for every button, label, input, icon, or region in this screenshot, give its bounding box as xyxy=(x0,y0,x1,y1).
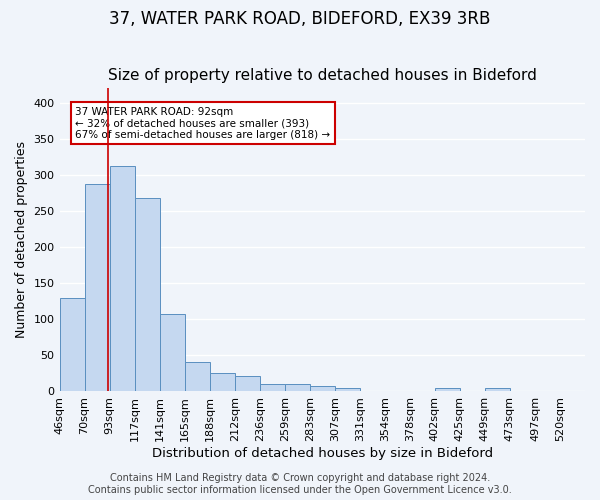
Bar xyxy=(310,386,335,392)
Bar xyxy=(160,314,185,392)
Text: 37, WATER PARK ROAD, BIDEFORD, EX39 3RB: 37, WATER PARK ROAD, BIDEFORD, EX39 3RB xyxy=(109,10,491,28)
Text: 37 WATER PARK ROAD: 92sqm
← 32% of detached houses are smaller (393)
67% of semi: 37 WATER PARK ROAD: 92sqm ← 32% of detac… xyxy=(76,106,331,140)
Text: Contains HM Land Registry data © Crown copyright and database right 2024.
Contai: Contains HM Land Registry data © Crown c… xyxy=(88,474,512,495)
Bar xyxy=(110,166,134,392)
Bar xyxy=(134,198,160,392)
Bar xyxy=(485,388,510,392)
Bar xyxy=(235,376,260,392)
Bar xyxy=(85,184,110,392)
Bar xyxy=(335,388,360,392)
Bar xyxy=(260,384,285,392)
Bar xyxy=(209,372,235,392)
X-axis label: Distribution of detached houses by size in Bideford: Distribution of detached houses by size … xyxy=(152,447,493,460)
Bar xyxy=(185,362,209,392)
Title: Size of property relative to detached houses in Bideford: Size of property relative to detached ho… xyxy=(108,68,537,83)
Y-axis label: Number of detached properties: Number of detached properties xyxy=(15,142,28,338)
Bar xyxy=(285,384,310,392)
Bar xyxy=(435,388,460,392)
Bar xyxy=(59,298,85,392)
